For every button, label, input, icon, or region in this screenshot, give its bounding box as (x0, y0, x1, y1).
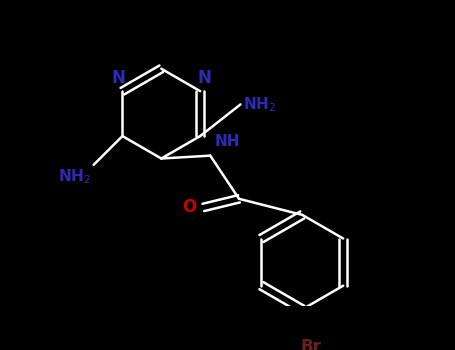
Text: NH$_2$: NH$_2$ (243, 95, 276, 114)
Text: N: N (111, 69, 125, 87)
Text: N: N (197, 69, 211, 87)
Text: NH$_2$: NH$_2$ (58, 168, 91, 187)
Text: Br: Br (300, 338, 321, 350)
Text: O: O (182, 198, 197, 216)
Text: NH: NH (215, 134, 240, 149)
